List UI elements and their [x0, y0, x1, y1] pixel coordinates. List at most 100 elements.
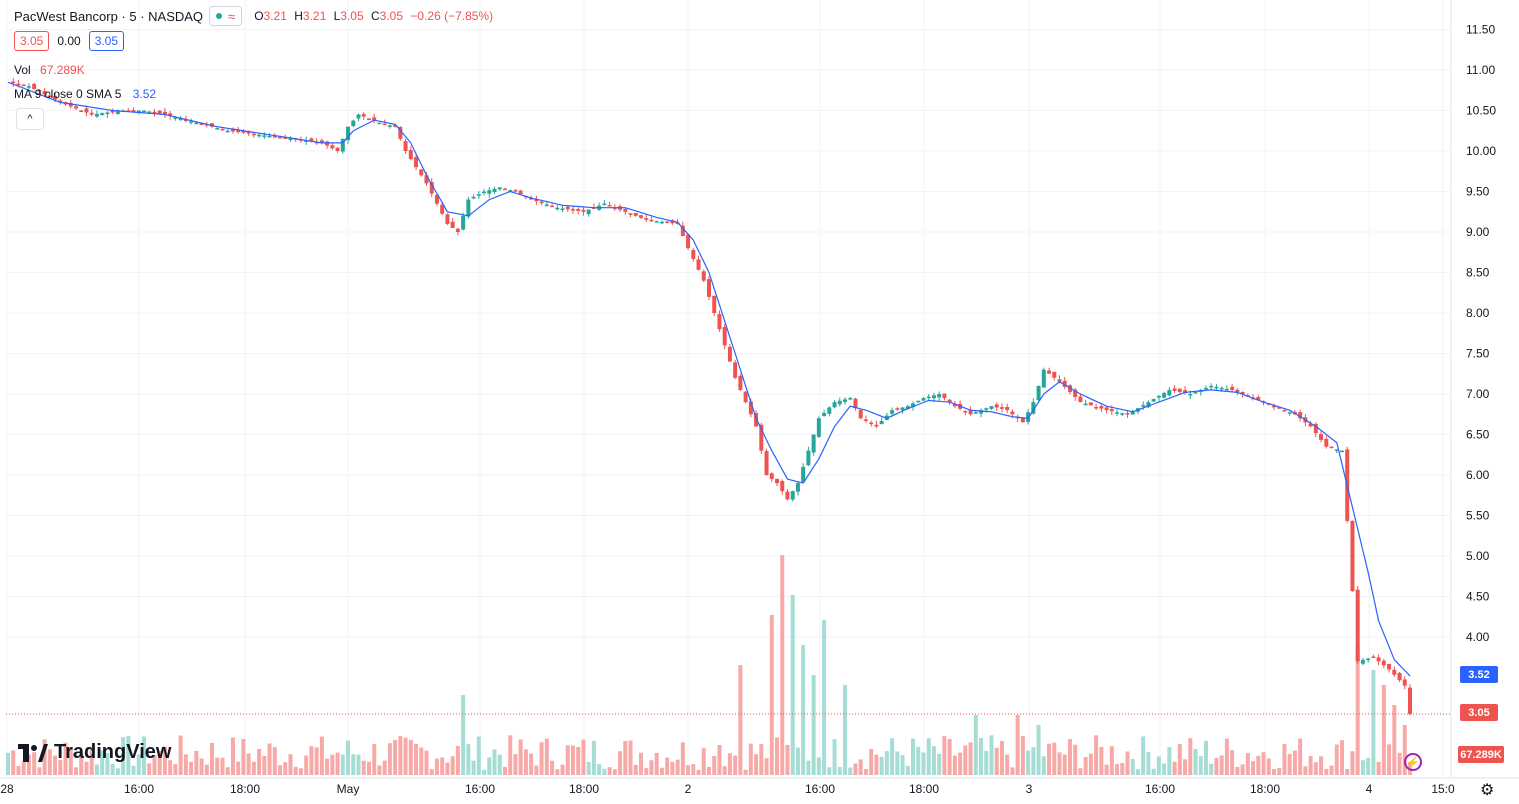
symbol-title[interactable]: PacWest Bancorp · 5 · NASDAQ: [14, 8, 204, 24]
volume-bar: [1120, 762, 1125, 775]
candle-body: [241, 130, 246, 133]
candle-body: [1392, 669, 1397, 675]
volume-bar: [670, 761, 675, 775]
volume-bar: [142, 736, 147, 775]
buy-button[interactable]: 3.05: [88, 31, 125, 51]
volume-bar: [340, 754, 345, 775]
volume-bar: [958, 752, 963, 775]
volume-bar: [225, 767, 230, 775]
candle-body: [900, 407, 905, 411]
candle-body: [492, 188, 497, 193]
candle-body: [670, 220, 675, 224]
tradingview-logo[interactable]: TradingView: [18, 741, 171, 764]
y-tick-label: 9.00: [1466, 225, 1490, 239]
volume-bar: [686, 765, 691, 775]
volume-legend[interactable]: Vol 67.289K: [14, 63, 85, 77]
collapse-legend-button[interactable]: ^: [16, 108, 44, 130]
volume-bar: [194, 750, 199, 775]
candle-body: [340, 138, 345, 152]
volume-bar: [539, 742, 544, 775]
candle-body: [16, 83, 21, 86]
candle-body: [42, 91, 47, 95]
volume-value: 67.289K: [40, 63, 85, 77]
volume-bar: [1251, 761, 1256, 775]
candle-body: [1010, 411, 1015, 415]
volume-bar: [1360, 760, 1365, 775]
volume-bar: [1177, 744, 1182, 775]
ma-value: 3.52: [132, 87, 157, 101]
volume-bar: [21, 761, 26, 775]
candle-body: [419, 169, 424, 176]
candle-body: [979, 410, 984, 414]
ma-legend[interactable]: MA 9 close 0 SMA 5 3.52: [14, 87, 156, 101]
candle-body: [795, 483, 800, 492]
candle-body: [1339, 450, 1344, 453]
candle-body: [220, 128, 225, 131]
candle-body: [916, 400, 921, 403]
volume-bar: [257, 748, 262, 775]
candle-body: [356, 114, 361, 119]
sell-button[interactable]: 3.05: [14, 31, 50, 51]
volume-bar: [848, 767, 853, 775]
bid-ask-row: 3.05 0.00 3.05: [14, 31, 125, 51]
candle-body: [325, 141, 330, 146]
volume-bar: [1381, 685, 1386, 775]
volume-bar: [654, 752, 659, 775]
volume-bar: [508, 735, 513, 775]
volume-bar: [513, 754, 518, 775]
volume-bar: [304, 755, 309, 775]
volume-bar: [1156, 756, 1161, 775]
candle-body: [466, 199, 471, 217]
candle-body: [110, 110, 115, 113]
volume-bar: [780, 555, 785, 775]
volume-bar: [408, 739, 413, 775]
close-value: 3.05: [379, 9, 404, 23]
volume-bar: [309, 746, 314, 775]
candle-body: [288, 138, 293, 140]
volume-bar: [597, 764, 602, 775]
lightning-icon[interactable]: ⚡: [1404, 753, 1422, 771]
candle-body: [173, 117, 178, 119]
chevron-up-icon: ^: [27, 113, 33, 125]
y-tick-label: 11.50: [1466, 23, 1495, 37]
candle-body: [686, 234, 691, 249]
candle-body: [560, 208, 565, 211]
candle-body: [1203, 387, 1208, 390]
candle-body: [1209, 385, 1214, 388]
candle-body: [497, 187, 502, 190]
candle-body: [644, 218, 649, 220]
candle-body: [963, 410, 968, 413]
candle-body: [58, 100, 63, 103]
volume-bar: [1203, 740, 1208, 775]
volume-bar: [518, 739, 523, 775]
volume-bar: [189, 761, 194, 775]
volume-bar: [1266, 758, 1271, 775]
candle-body: [570, 208, 575, 211]
volume-bar: [1313, 762, 1318, 775]
volume-bar: [502, 766, 507, 775]
volume-bar: [853, 763, 858, 775]
candle-body: [162, 111, 167, 115]
volume-bar: [843, 685, 848, 775]
candle-body: [1355, 589, 1360, 662]
candle-body: [68, 102, 73, 107]
high-label: H: [294, 9, 303, 23]
gear-icon[interactable]: ⚙: [1480, 782, 1495, 799]
market-status-pill[interactable]: ≈: [209, 6, 243, 26]
candle-body: [1036, 385, 1041, 401]
open-label: O: [254, 9, 264, 23]
volume-bar: [900, 755, 905, 775]
volume-bar: [811, 675, 816, 775]
candle-body: [47, 95, 52, 97]
candle-body: [848, 398, 853, 400]
volume-bar: [869, 748, 874, 775]
volume-bar: [712, 755, 717, 775]
volume-bar: [16, 765, 21, 775]
candle-body: [1057, 379, 1062, 382]
volume-bar: [806, 760, 811, 775]
wave-icon: ≈: [228, 8, 236, 24]
volume-bar: [445, 762, 450, 775]
volume-bar: [298, 768, 303, 775]
volume-bar: [963, 745, 968, 775]
